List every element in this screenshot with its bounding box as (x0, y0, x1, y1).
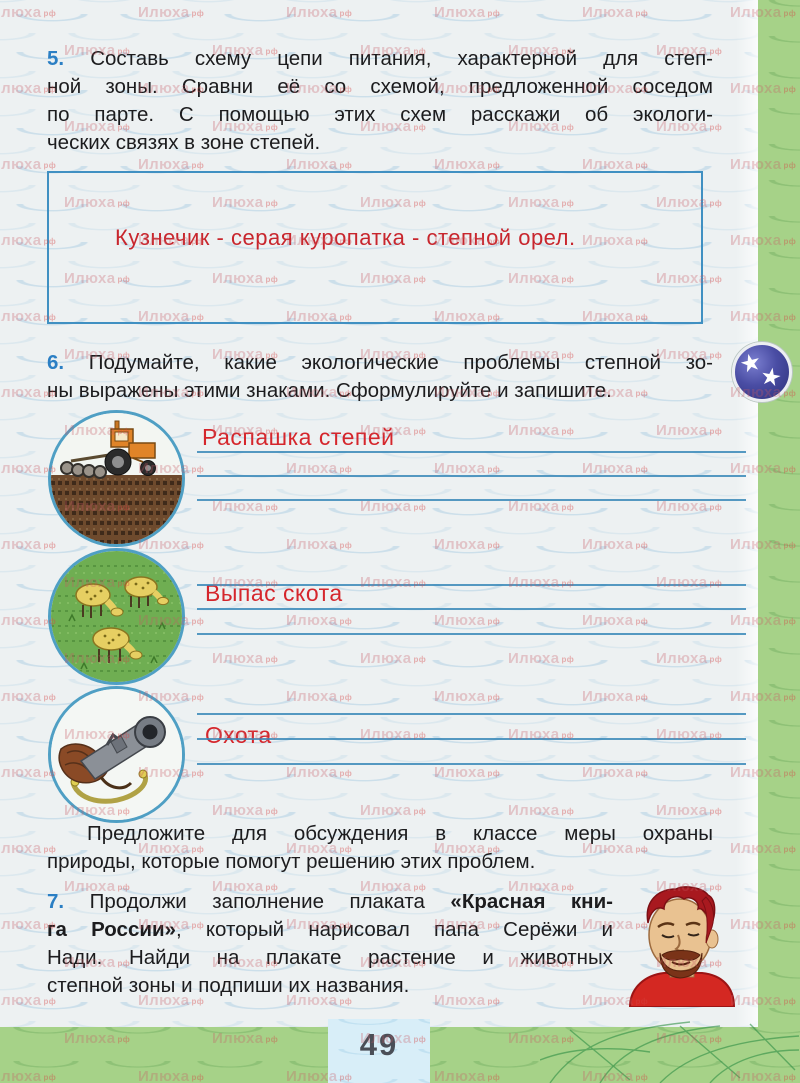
writing-line (197, 713, 746, 715)
grass-line-art (540, 1021, 800, 1083)
page-number: 49 (359, 1027, 399, 1062)
sheep-grazing-sign-icon (48, 548, 185, 685)
problem-label: Распашка степей (202, 424, 395, 450)
answer-box: Кузнечик - серая куропатка - степной оре… (47, 171, 703, 324)
writing-line (197, 633, 746, 635)
task-5-text: 5. Составь схему цепи питания, характерн… (47, 47, 713, 154)
problem-label: Охота (205, 722, 272, 748)
discussion-text: Предложите для обсуждения в классе меры … (47, 822, 713, 873)
tractor-plowing-sign-icon (48, 410, 185, 547)
writing-line (197, 738, 746, 740)
writing-line (197, 608, 746, 610)
writing-line (197, 451, 746, 453)
writing-line (197, 763, 746, 765)
task-6-text: 6. Подумайте, какие экологические пробле… (47, 351, 713, 402)
star-icon: ★ (757, 362, 784, 393)
food-chain-answer: Кузнечик - серая куропатка - степной оре… (115, 225, 576, 250)
writing-line (197, 475, 746, 477)
task-7-text: 7. Продолжи заполнение плаката «Красная … (47, 890, 613, 997)
writing-line (197, 584, 746, 586)
page-number-tab: 49 (328, 1019, 430, 1083)
dad-portrait-icon (628, 886, 736, 1007)
hunting-gun-sign-icon (48, 686, 185, 823)
writing-line (197, 499, 746, 501)
page-edge-fade (736, 0, 758, 1083)
difficulty-badge: ★ ★ (732, 342, 792, 402)
green-side-strip (758, 0, 800, 1083)
